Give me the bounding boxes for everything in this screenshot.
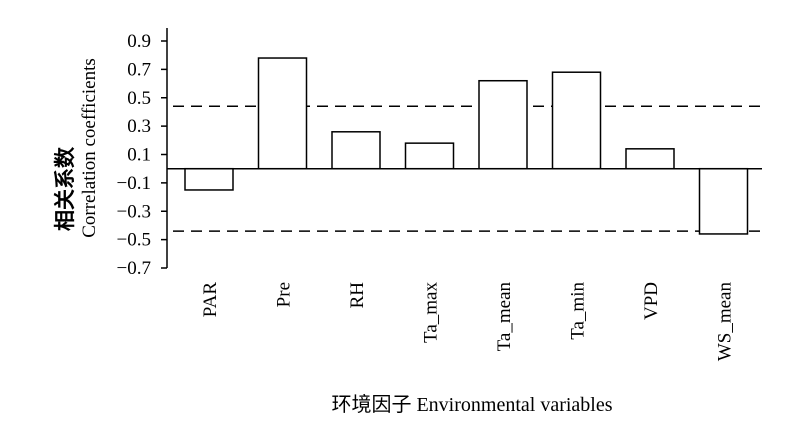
- y-tick-label: 0.5: [127, 88, 151, 109]
- bar-VPD: [625, 148, 675, 170]
- bar-Ta_max: [404, 142, 455, 170]
- y-axis-title-cn: 相关系数: [53, 146, 77, 231]
- x-axis-title: 环境因子 Environmental variables: [331, 393, 612, 416]
- x-tick-label-PAR: PAR: [200, 282, 221, 318]
- x-tick-label-Ta_max: Ta_max: [421, 282, 442, 343]
- y-tick-label: −0.1: [117, 173, 151, 194]
- bar-PAR: [184, 167, 234, 191]
- y-tick-label: 0.3: [127, 116, 151, 137]
- y-axis-title-en: Correlation coefficients: [79, 58, 100, 238]
- bars: [184, 57, 749, 235]
- x-tick-label-Ta_mean: Ta_mean: [494, 282, 515, 352]
- x-tick-label-Ta_min: Ta_min: [568, 282, 589, 340]
- y-tick-label: 0.9: [127, 31, 151, 52]
- x-tick-label-Pre: Pre: [274, 282, 295, 307]
- y-tick-label: 0.1: [127, 145, 151, 166]
- bar-Ta_min: [551, 71, 602, 170]
- y-tick-label: 0.7: [127, 59, 151, 80]
- y-tick-label: −0.7: [117, 258, 151, 279]
- x-tick-label-WS_mean: WS_mean: [715, 282, 736, 362]
- y-tick-label: −0.5: [117, 230, 151, 251]
- bar-WS_mean: [698, 167, 749, 235]
- bar-Ta_mean: [478, 79, 528, 170]
- x-tick-label-RH: RH: [347, 282, 368, 309]
- y-axis: 0.9 0.7 0.5 0.3 0.1 −0.1 −0.3 −0.5 −0.7: [117, 28, 168, 279]
- bar-RH: [331, 131, 381, 170]
- x-tick-label-VPD: VPD: [641, 282, 662, 320]
- bar-Pre: [257, 57, 308, 170]
- x-tick-labels: PAR Pre RH Ta_max Ta_mean Ta_min VPD WS_mean: [200, 282, 736, 362]
- y-tick-label: −0.3: [117, 201, 151, 222]
